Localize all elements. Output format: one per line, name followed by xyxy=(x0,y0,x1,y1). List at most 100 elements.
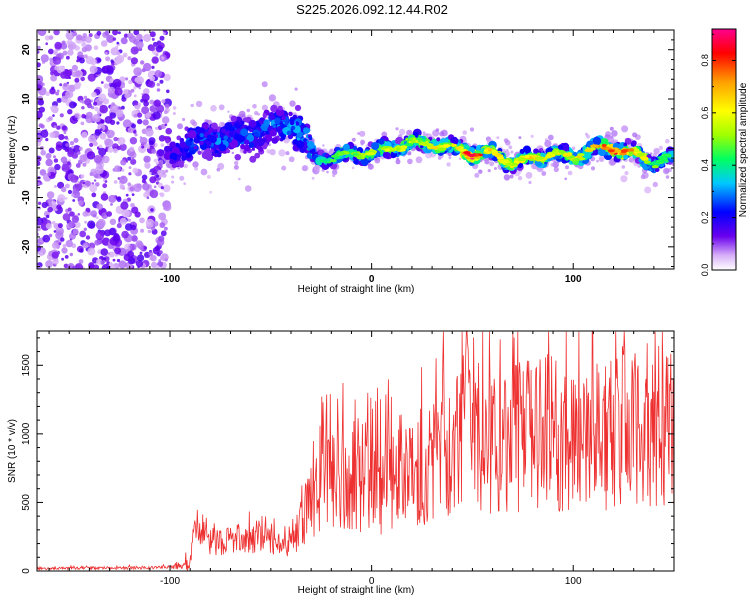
noise-speck xyxy=(48,233,53,238)
noise-speck xyxy=(150,208,154,212)
noise-speck xyxy=(130,46,139,55)
halo-speck xyxy=(565,165,569,170)
noise-speck xyxy=(159,35,165,41)
noise-speck xyxy=(148,221,152,225)
noise-speck xyxy=(104,138,114,148)
ridge-core xyxy=(590,144,600,148)
noise-speck xyxy=(99,104,108,114)
noise-speck xyxy=(65,143,70,147)
x-tick-label: 100 xyxy=(565,274,582,285)
noise-speck xyxy=(155,127,159,130)
noise-speck xyxy=(57,181,65,189)
noise-speck xyxy=(76,82,82,87)
noise-speck xyxy=(38,106,46,113)
noise-speck xyxy=(48,116,53,121)
noise-speck xyxy=(81,42,87,47)
ridge-blob xyxy=(342,143,350,151)
ridge-core xyxy=(364,152,374,156)
noise-speck xyxy=(164,123,168,127)
noise-speck xyxy=(45,260,53,268)
ridge-blob xyxy=(226,149,231,154)
ridge-blob xyxy=(228,131,235,138)
noise-speck xyxy=(103,256,110,262)
noise-speck xyxy=(101,264,110,269)
noise-speck xyxy=(153,185,157,189)
noise-speck xyxy=(99,132,107,140)
halo-speck xyxy=(210,105,217,112)
noise-speck xyxy=(37,45,41,50)
noise-speck xyxy=(135,260,144,268)
noise-speck xyxy=(108,251,115,258)
halo-speck xyxy=(278,149,286,157)
noise-speck xyxy=(159,255,166,261)
halo-speck xyxy=(518,136,522,140)
noise-speck xyxy=(69,252,74,257)
ridge-core xyxy=(412,137,417,141)
noise-speck xyxy=(153,158,158,163)
ridge-blob xyxy=(631,140,637,146)
noise-speck xyxy=(67,41,77,51)
noise-speck xyxy=(144,158,149,163)
noise-speck xyxy=(88,242,96,250)
ridge-blob xyxy=(553,156,557,160)
ridge-core xyxy=(395,147,401,151)
ridge-core xyxy=(352,152,359,156)
noise-speck xyxy=(145,112,152,118)
ridge-blob xyxy=(296,140,305,149)
noise-speck xyxy=(94,129,102,136)
halo-speck xyxy=(261,81,268,88)
ridge-blob xyxy=(270,104,278,113)
halo-speck xyxy=(671,163,674,166)
noise-speck xyxy=(122,119,132,129)
noise-speck xyxy=(40,54,49,63)
halo-speck xyxy=(665,175,670,179)
ridge-blob xyxy=(177,160,183,166)
noise-speck xyxy=(70,174,79,183)
halo-speck xyxy=(182,117,186,122)
noise-speck xyxy=(93,141,98,147)
noise-speck xyxy=(41,82,45,87)
colorbar-tick-label: 0.8 xyxy=(700,54,710,67)
noise-speck xyxy=(158,212,167,221)
noise-speck xyxy=(102,183,108,189)
noise-speck xyxy=(56,97,62,103)
ridge-core xyxy=(486,150,491,154)
noise-speck xyxy=(124,223,133,231)
noise-speck xyxy=(106,34,115,44)
ridge-blob xyxy=(519,148,525,154)
noise-speck xyxy=(157,149,165,157)
noise-speck xyxy=(108,262,114,267)
noise-speck xyxy=(152,220,159,227)
noise-speck xyxy=(64,147,69,152)
noise-speck xyxy=(114,247,122,255)
halo-speck xyxy=(628,158,632,162)
ridge-blob xyxy=(312,148,316,152)
noise-speck xyxy=(62,213,71,221)
noise-speck xyxy=(143,88,150,95)
ridge-core xyxy=(487,148,493,152)
noise-speck xyxy=(161,99,166,104)
ridge-blob xyxy=(230,115,237,122)
noise-speck xyxy=(149,45,156,52)
noise-speck xyxy=(131,235,138,242)
noise-speck xyxy=(104,180,108,183)
noise-speck xyxy=(54,163,61,171)
noise-speck xyxy=(143,246,147,250)
ridge-blob xyxy=(290,125,296,131)
noise-speck xyxy=(71,71,78,78)
noise-speck xyxy=(159,79,164,84)
noise-speck xyxy=(136,33,143,41)
halo-speck xyxy=(161,172,167,178)
ridge-core xyxy=(617,149,622,153)
halo-speck xyxy=(332,169,338,175)
ridge-blob xyxy=(262,145,267,150)
ridge-blob xyxy=(286,130,292,136)
noise-speck xyxy=(51,242,59,249)
halo-speck xyxy=(621,165,626,169)
noise-speck xyxy=(116,258,121,263)
noise-speck xyxy=(63,82,68,87)
noise-speck xyxy=(155,265,160,269)
ridge-blob xyxy=(251,147,255,151)
x-tick-label: 100 xyxy=(565,576,582,587)
noise-speck xyxy=(72,265,76,269)
